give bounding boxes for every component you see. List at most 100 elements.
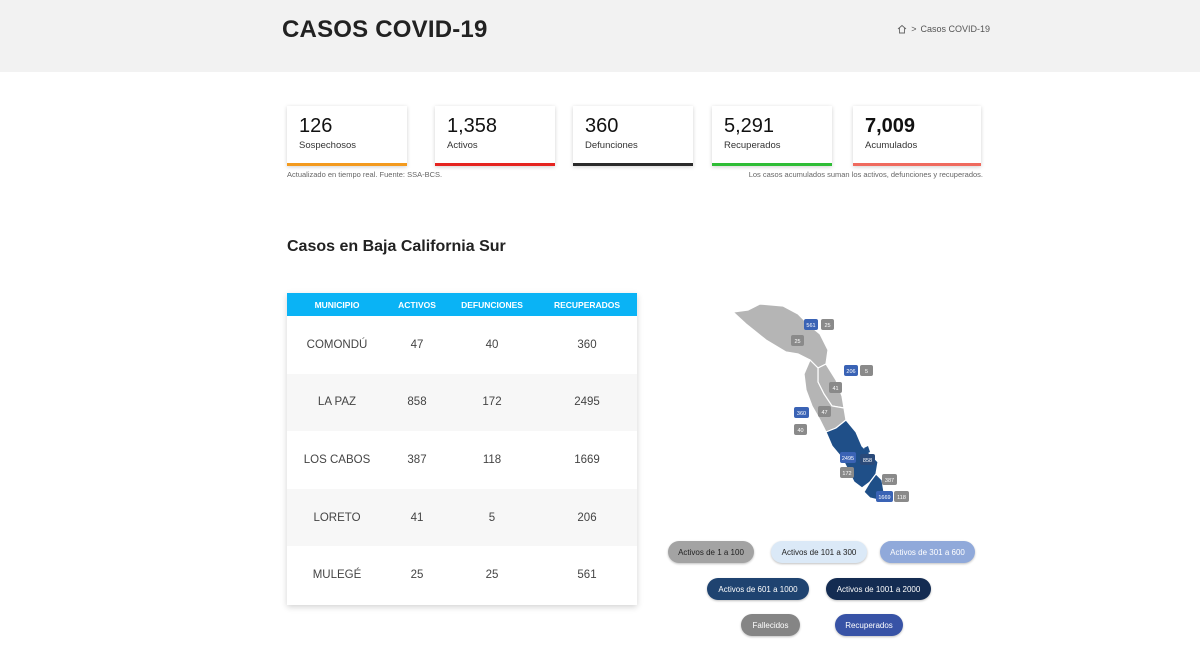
municipios-table: MUNICIPIO ACTIVOS DEFUNCIONES RECUPERADO… [287, 293, 637, 605]
cell-municipio: COMONDÚ [306, 338, 368, 351]
stat-card-sospechosos: 126 Sospechosos [287, 106, 407, 166]
svg-text:1669: 1669 [878, 495, 890, 501]
stat-color-bar [853, 163, 981, 166]
badge-loreto-activos[interactable]: 41 [829, 382, 842, 393]
svg-text:387: 387 [885, 478, 894, 484]
badge-la-paz-activos[interactable]: 858 [860, 454, 875, 465]
stat-card-activos: 1,358 Activos [435, 106, 555, 166]
stat-value: 1,358 [447, 115, 498, 137]
page-header: CASOS COVID-19 > Casos COVID-19 [0, 0, 1200, 72]
svg-text:118: 118 [897, 495, 906, 501]
svg-text:2495: 2495 [842, 456, 854, 462]
badge-los-cabos-recuperados[interactable]: 1669 [876, 491, 893, 502]
badge-loreto-recuperados[interactable]: 206 [844, 365, 858, 376]
cell-activos: 858 [407, 396, 427, 409]
table-row: LOS CABOS 387 118 1669 [287, 431, 637, 489]
badge-mulege-activos[interactable]: 25 [791, 335, 804, 346]
stat-label: Defunciones [585, 140, 638, 151]
badge-mulege-recuperados[interactable]: 561 [804, 319, 818, 330]
column-header-activos: ACTIVOS [398, 299, 436, 310]
stat-card-recuperados: 5,291 Recuperados [712, 106, 832, 166]
cell-municipio: LA PAZ [317, 396, 357, 409]
stat-value: 7,009 [865, 115, 916, 137]
page-title: CASOS COVID-19 [282, 16, 488, 43]
map-island [864, 446, 870, 454]
stat-color-bar [435, 163, 555, 166]
svg-text:206: 206 [846, 369, 855, 375]
table-row: LORETO 41 5 206 [287, 488, 637, 547]
stat-value: 5,291 [724, 115, 775, 137]
stat-label: Acumulados [865, 140, 918, 151]
cell-activos: 25 [410, 569, 424, 582]
table-row: LA PAZ 858 172 2495 [287, 373, 637, 432]
accumulated-note: Los casos acumulados suman los activos, … [748, 170, 983, 179]
baja-california-sur-map: 561 25 25 206 5 41 360 47 40 2495 858 [731, 303, 909, 502]
cell-recuperados: 2495 [574, 396, 600, 409]
cell-recuperados: 561 [577, 569, 597, 582]
badge-los-cabos-activos[interactable]: 387 [882, 474, 897, 485]
stat-label: Sospechosos [299, 140, 357, 151]
legend-activos-601-1000: Activos de 601 a 1000 [707, 578, 809, 600]
cell-municipio: MULEGÉ [312, 569, 362, 582]
table-row: MULEGÉ 25 25 561 [287, 546, 637, 604]
column-header-recuperados: RECUPERADOS [553, 299, 621, 310]
svg-text:41: 41 [832, 386, 838, 392]
badge-la-paz-recuperados[interactable]: 2495 [840, 452, 856, 463]
badge-los-cabos-defunciones[interactable]: 118 [894, 491, 909, 502]
cell-defunciones: 25 [485, 569, 499, 582]
legend-fallecidos: Fallecidos [741, 614, 800, 636]
stat-card-acumulados: 7,009 Acumulados [853, 106, 981, 166]
home-icon[interactable] [897, 24, 907, 34]
svg-text:561: 561 [806, 323, 815, 329]
legend-activos-1001-2000: Activos de 1001 a 2000 [826, 578, 931, 600]
cell-defunciones: 118 [482, 453, 502, 466]
table-row: COMONDÚ 47 40 360 [287, 316, 637, 374]
badge-comondu-activos[interactable]: 47 [818, 406, 831, 417]
stat-color-bar [712, 163, 832, 166]
stat-label: Recuperados [724, 140, 781, 151]
cell-recuperados: 1669 [574, 453, 600, 466]
breadcrumb-separator: > [911, 24, 917, 34]
badge-la-paz-defunciones[interactable]: 172 [840, 467, 854, 478]
cell-defunciones: 172 [482, 396, 502, 409]
column-header-municipio: MUNICIPIO [314, 299, 360, 310]
legend-recuperados: Recuperados [835, 614, 903, 636]
map-region-mulege[interactable] [731, 303, 829, 369]
svg-text:47: 47 [821, 410, 827, 416]
cell-municipio: LORETO [313, 511, 361, 524]
stat-value: 126 [299, 115, 333, 137]
badge-comondu-defunciones[interactable]: 40 [794, 424, 807, 435]
svg-text:25: 25 [794, 339, 800, 345]
cell-activos: 41 [410, 511, 424, 524]
svg-text:172: 172 [842, 471, 851, 477]
svg-text:360: 360 [797, 411, 806, 417]
cell-defunciones: 5 [488, 511, 496, 524]
svg-text:5: 5 [865, 369, 868, 375]
cell-activos: 47 [410, 338, 424, 351]
cell-recuperados: 206 [577, 511, 597, 524]
badge-comondu-recuperados[interactable]: 360 [794, 407, 809, 418]
column-header-defunciones: DEFUNCIONES [461, 299, 523, 310]
legend-activos-301-600: Activos de 301 a 600 [880, 541, 975, 563]
cell-defunciones: 40 [485, 338, 499, 351]
stat-value: 360 [585, 115, 619, 137]
breadcrumb: > Casos COVID-19 [897, 24, 990, 34]
stat-color-bar [287, 163, 407, 166]
cell-municipio: LOS CABOS [303, 453, 371, 466]
svg-text:858: 858 [863, 458, 872, 464]
badge-loreto-defunciones[interactable]: 5 [860, 365, 873, 376]
svg-text:40: 40 [797, 428, 803, 434]
legend-activos-101-300: Activos de 101 a 300 [771, 541, 867, 563]
table-header: MUNICIPIO ACTIVOS DEFUNCIONES RECUPERADO… [287, 293, 637, 316]
stat-card-defunciones: 360 Defunciones [573, 106, 693, 166]
stat-color-bar [573, 163, 693, 166]
stats-row: 126 Sospechosos 1,358 Activos 360 Defunc… [287, 106, 983, 166]
badge-mulege-defunciones[interactable]: 25 [821, 319, 834, 330]
cell-recuperados: 360 [577, 338, 597, 351]
section-title: Casos en Baja California Sur [287, 238, 506, 255]
cell-activos: 387 [407, 453, 427, 466]
svg-text:25: 25 [824, 323, 830, 329]
breadcrumb-current: Casos COVID-19 [920, 24, 990, 34]
stat-label: Activos [447, 140, 478, 151]
legend-activos-1-100: Activos de 1 a 100 [668, 541, 754, 563]
